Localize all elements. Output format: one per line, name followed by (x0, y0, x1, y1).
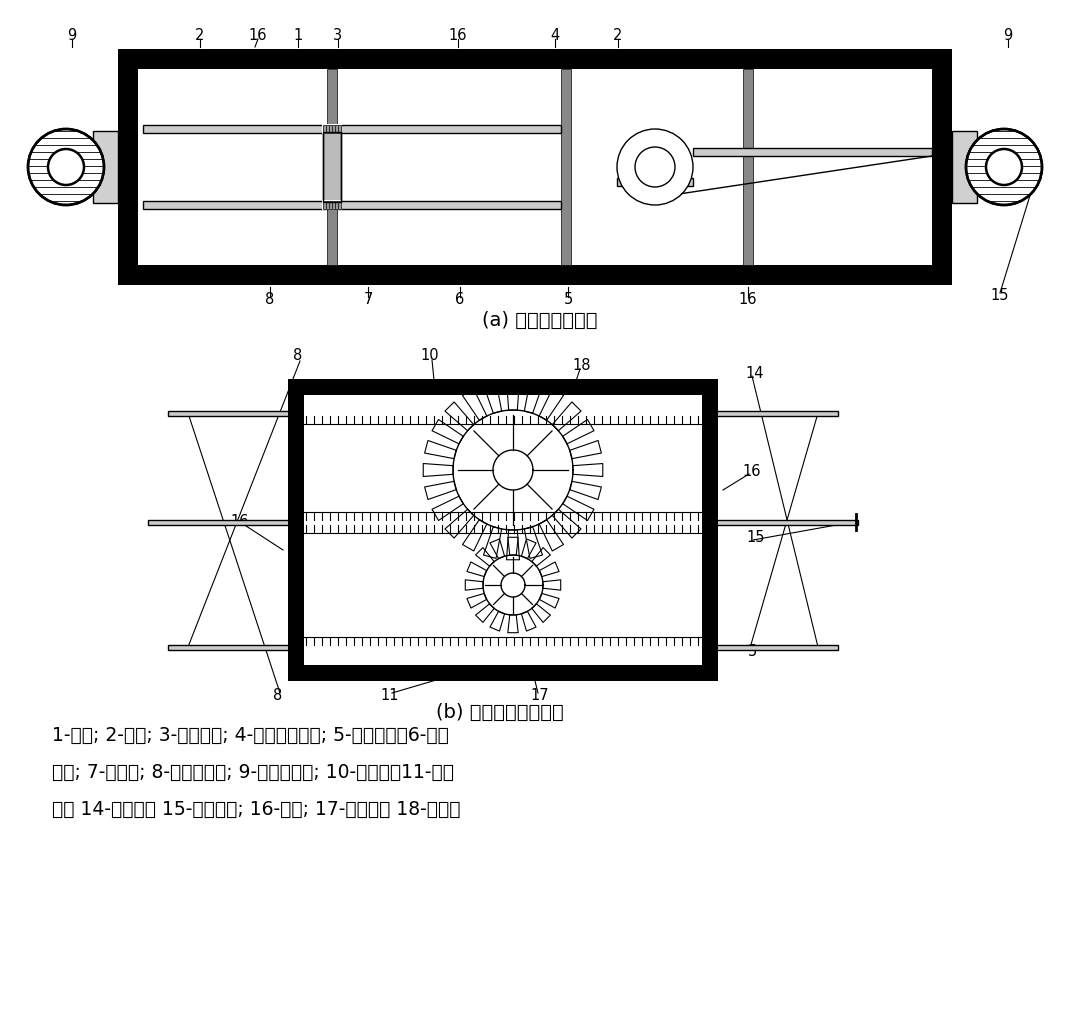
Bar (322, 124, 342, 134)
Text: 15: 15 (990, 288, 1009, 303)
Bar (743, 69, 753, 265)
Bar (327, 69, 337, 265)
Bar (148, 520, 858, 525)
Circle shape (966, 129, 1042, 205)
Bar (143, 201, 327, 209)
Bar (322, 200, 342, 210)
Text: 14: 14 (746, 366, 765, 380)
Circle shape (635, 147, 675, 187)
Text: 5: 5 (747, 643, 757, 658)
Text: 16: 16 (449, 28, 468, 43)
Text: 4: 4 (551, 28, 559, 43)
Text: 8: 8 (273, 688, 283, 704)
Bar (323, 132, 341, 202)
Text: 1: 1 (294, 28, 302, 43)
Text: 2: 2 (613, 28, 623, 43)
Text: 8: 8 (266, 292, 274, 307)
Text: 16: 16 (743, 463, 761, 478)
Bar (337, 201, 561, 209)
Text: 材料; 7-阻尼孔; 8-上、下导杆; 9-末端马蹄铁; 10-上齿条；11-下齿: 材料; 7-阻尼孔; 8-上、下导杆; 9-末端马蹄铁; 10-上齿条；11-下… (52, 763, 454, 782)
Text: 16: 16 (739, 292, 757, 307)
Text: 16: 16 (248, 28, 267, 43)
Text: 9: 9 (67, 28, 77, 43)
Circle shape (986, 149, 1022, 185)
Bar (337, 125, 561, 133)
Text: 11: 11 (381, 688, 400, 704)
Text: 8: 8 (294, 349, 302, 364)
Bar (323, 132, 341, 202)
Circle shape (617, 129, 693, 205)
Bar (323, 125, 341, 133)
Text: 16: 16 (231, 514, 249, 529)
Text: 5: 5 (564, 292, 572, 307)
Bar (143, 125, 327, 133)
Text: 9: 9 (1003, 28, 1013, 43)
Bar (168, 644, 838, 649)
Text: 条； 14-齿轮组； 15-中间导杆; 16-隔板; 17-小齿轮； 18-大齿轮: 条； 14-齿轮组； 15-中间导杆; 16-隔板; 17-小齿轮； 18-大齿… (52, 800, 460, 819)
Text: 6: 6 (456, 292, 464, 307)
Bar (138, 69, 932, 265)
Text: (b) 齿轮机构正剑面图: (b) 齿轮机构正剑面图 (436, 703, 564, 722)
Bar (288, 379, 718, 681)
Bar (118, 49, 951, 285)
Bar (168, 410, 838, 416)
Circle shape (28, 129, 104, 205)
Text: 10: 10 (421, 349, 440, 364)
Text: 1-主缸; 2-副缸; 3-带孔活塞; 4-齿轮放大机构; 5-中间齿条；6-阻尼: 1-主缸; 2-副缸; 3-带孔活塞; 4-齿轮放大机构; 5-中间齿条；6-阻… (52, 726, 449, 745)
Bar (693, 148, 932, 156)
Circle shape (48, 149, 84, 185)
Text: 2: 2 (195, 28, 205, 43)
Bar (93, 131, 118, 203)
Text: 3: 3 (334, 28, 342, 43)
Text: 7: 7 (363, 292, 373, 307)
Bar (323, 201, 341, 209)
Bar (561, 69, 571, 265)
Bar (951, 131, 977, 203)
Text: 18: 18 (572, 359, 591, 373)
Text: (a) 阻尼器侧剑面图: (a) 阻尼器侧剑面图 (483, 311, 597, 330)
Bar (617, 178, 693, 186)
Bar (303, 395, 702, 665)
Text: 15: 15 (746, 530, 766, 545)
Text: 17: 17 (530, 688, 550, 704)
